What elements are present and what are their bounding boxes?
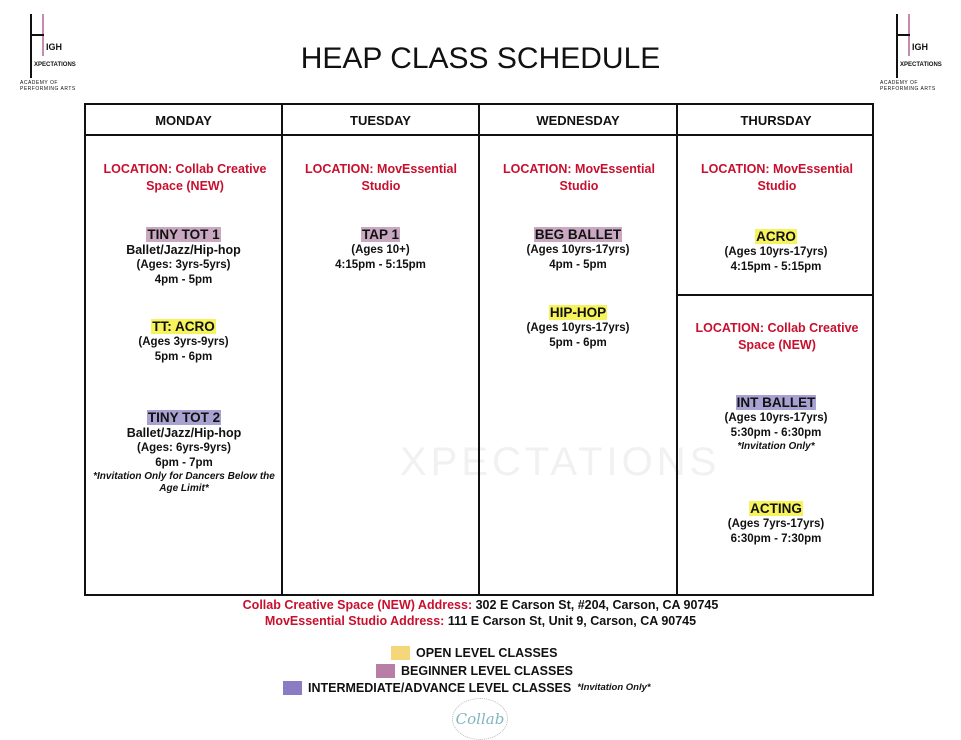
day-header-thursday: THURSDAY: [740, 113, 812, 128]
location-monday: LOCATION: Collab Creative Space (NEW): [103, 162, 267, 193]
day-header-monday: MONDAY: [155, 113, 212, 128]
watermark: XPECTATIONS: [400, 440, 721, 484]
class-acting: ACTING (Ages 7yrs-17yrs) 6:30pm - 7:30pm: [727, 501, 825, 545]
logo-right: IGH XPECTATIONS ACADEMY OF PERFORMING AR…: [876, 10, 946, 92]
legend-intermediate: INTERMEDIATE/ADVANCE LEVEL CLASSES *Invit…: [283, 681, 651, 695]
class-tap-1: TAP 1 (Ages 10+) 4:15pm - 5:15pm: [335, 227, 426, 271]
class-hip-hop: HIP-HOP (Ages 10yrs-17yrs) 5pm - 6pm: [526, 305, 630, 349]
legend-open: OPEN LEVEL CLASSES: [391, 646, 557, 660]
class-int-ballet: INT BALLET (Ages 10yrs-17yrs) 5:30pm - 6…: [724, 395, 828, 452]
legend-beginner: BEGINNER LEVEL CLASSES: [376, 664, 573, 678]
swatch-open: [391, 646, 410, 660]
schedule-table: MONDAY TUESDAY WEDNESDAY THURSDAY LOCATI…: [84, 103, 874, 596]
address-collab: Collab Creative Space (NEW) Address: 302…: [242, 598, 719, 612]
page-title: HEAP CLASS SCHEDULE: [300, 42, 661, 75]
address-movessential: MovEssential Studio Address: 111 E Carso…: [264, 614, 697, 628]
class-acro: ACRO (Ages 10yrs-17yrs) 4:15pm - 5:15pm: [724, 229, 828, 273]
class-tiny-tot-2: TINY TOT 2 Ballet/Jazz/Hip-hop (Ages: 6y…: [93, 410, 275, 494]
class-tt-acro: TT: ACRO (Ages 3yrs-9yrs) 5pm - 6pm: [138, 319, 229, 363]
class-tiny-tot-1: TINY TOT 1 Ballet/Jazz/Hip-hop (Ages: 3y…: [126, 227, 241, 286]
swatch-beginner: [376, 664, 395, 678]
class-beg-ballet: BEG BALLET (Ages 10yrs-17yrs) 4pm - 5pm: [526, 227, 630, 271]
day-header-wednesday: WEDNESDAY: [536, 113, 620, 128]
location-wednesday: LOCATION: MovEssential Studio: [503, 162, 655, 193]
logo-left: IGH XPECTATIONS ACADEMY OF PERFORMING AR…: [18, 10, 88, 92]
collab-logo: Collab: [452, 698, 508, 740]
day-header-tuesday: TUESDAY: [350, 113, 411, 128]
location-thursday-2: LOCATION: Collab Creative Space (NEW): [695, 321, 859, 352]
swatch-intermediate: [283, 681, 302, 695]
location-thursday-1: LOCATION: MovEssential Studio: [701, 162, 853, 193]
location-tuesday: LOCATION: MovEssential Studio: [305, 162, 457, 193]
